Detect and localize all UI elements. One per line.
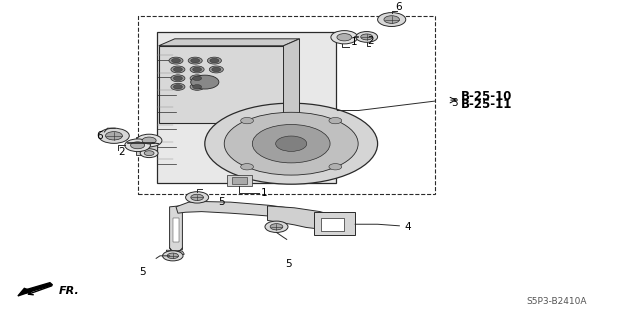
Ellipse shape	[224, 112, 358, 175]
Circle shape	[212, 67, 221, 72]
Circle shape	[331, 31, 358, 44]
Circle shape	[190, 83, 204, 90]
Circle shape	[169, 57, 183, 64]
Circle shape	[167, 253, 179, 259]
Circle shape	[140, 149, 158, 158]
Circle shape	[329, 117, 342, 124]
Circle shape	[190, 75, 204, 82]
Text: 1: 1	[261, 188, 268, 198]
Circle shape	[241, 117, 253, 124]
Circle shape	[191, 194, 204, 201]
Circle shape	[125, 139, 150, 152]
Bar	[314, 211, 355, 235]
Bar	[138, 16, 435, 194]
Text: 3: 3	[451, 98, 458, 108]
Circle shape	[241, 164, 253, 170]
Circle shape	[191, 58, 200, 63]
Circle shape	[163, 251, 183, 261]
Circle shape	[173, 67, 182, 72]
Text: 6: 6	[396, 2, 402, 12]
Bar	[227, 174, 252, 186]
Circle shape	[190, 66, 204, 73]
Circle shape	[378, 12, 406, 26]
Circle shape	[171, 75, 185, 82]
Polygon shape	[23, 283, 52, 293]
Bar	[232, 176, 247, 184]
Circle shape	[329, 164, 342, 170]
Circle shape	[172, 58, 180, 63]
Text: 6: 6	[96, 131, 102, 141]
Polygon shape	[170, 206, 182, 253]
Circle shape	[171, 66, 185, 73]
Circle shape	[361, 34, 372, 40]
Polygon shape	[173, 218, 179, 241]
Circle shape	[131, 142, 145, 149]
Text: 4: 4	[404, 222, 411, 233]
Circle shape	[209, 66, 223, 73]
Circle shape	[384, 16, 399, 23]
Text: 2: 2	[367, 36, 374, 46]
Polygon shape	[176, 202, 301, 219]
Circle shape	[193, 67, 202, 72]
Circle shape	[191, 75, 219, 89]
Polygon shape	[268, 206, 333, 229]
Circle shape	[136, 134, 162, 147]
Polygon shape	[284, 39, 300, 123]
Polygon shape	[159, 39, 300, 46]
Circle shape	[193, 76, 202, 80]
Circle shape	[188, 57, 202, 64]
Circle shape	[142, 137, 156, 144]
Circle shape	[207, 57, 221, 64]
Polygon shape	[166, 250, 184, 256]
Text: 5: 5	[219, 197, 225, 207]
Text: 5: 5	[285, 259, 291, 269]
Text: B-25-11: B-25-11	[461, 98, 512, 111]
Bar	[157, 32, 336, 183]
Text: 2: 2	[118, 147, 125, 157]
Circle shape	[186, 192, 209, 203]
Bar	[321, 218, 344, 231]
Text: B-25-10: B-25-10	[461, 90, 512, 103]
Circle shape	[337, 33, 352, 41]
Ellipse shape	[205, 103, 378, 184]
Polygon shape	[18, 288, 32, 296]
Circle shape	[106, 132, 122, 140]
Circle shape	[173, 85, 182, 89]
Circle shape	[276, 136, 307, 151]
Text: 5: 5	[140, 267, 146, 277]
Circle shape	[173, 76, 182, 80]
Text: FR.: FR.	[59, 286, 79, 296]
Circle shape	[356, 32, 378, 42]
Circle shape	[99, 128, 129, 143]
Bar	[136, 137, 157, 155]
Circle shape	[210, 58, 219, 63]
Circle shape	[171, 83, 185, 90]
Text: 1: 1	[351, 37, 357, 47]
Circle shape	[144, 151, 154, 156]
Circle shape	[252, 124, 330, 163]
Circle shape	[270, 224, 283, 230]
Text: S5P3-B2410A: S5P3-B2410A	[527, 297, 587, 306]
Circle shape	[265, 221, 288, 233]
Bar	[159, 46, 284, 123]
Circle shape	[193, 85, 202, 89]
